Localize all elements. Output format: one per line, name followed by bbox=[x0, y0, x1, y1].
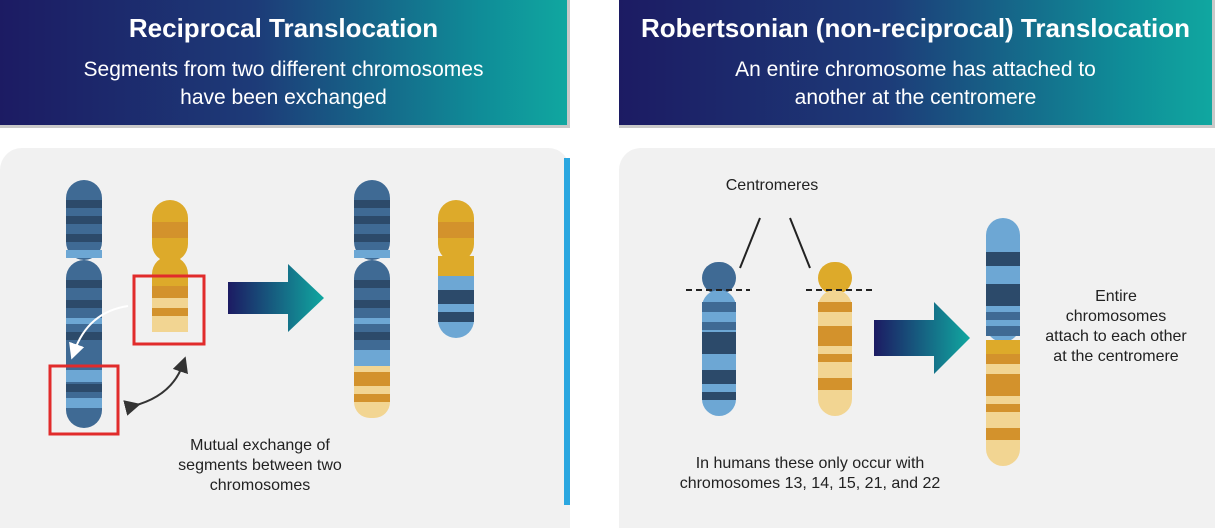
blue-chromosome-original bbox=[66, 180, 102, 428]
gold-segment-highlight bbox=[132, 274, 206, 346]
reciprocal-caption: Mutual exchange of segments between two … bbox=[178, 437, 342, 494]
blue-acrocentric-chromosome bbox=[702, 262, 736, 416]
centromeres-label: Centromeres bbox=[725, 177, 819, 194]
reciprocal-title: Reciprocal Translocation bbox=[128, 13, 439, 43]
panel-accent-bar bbox=[564, 158, 570, 505]
robertsonian-title: Robertsonian (non-reciprocal) Translocat… bbox=[641, 13, 1190, 43]
fusion-description: Entire chromosomes attach to each other … bbox=[1045, 288, 1187, 365]
centromere-pointer-line bbox=[789, 217, 811, 269]
gold-chromosome-translocated bbox=[438, 200, 474, 338]
robertsonian-subtitle: An entire chromosome has attached to ano… bbox=[735, 58, 1096, 109]
blue-chromosome-translocated bbox=[354, 180, 390, 418]
result-arrow-left-icon bbox=[228, 264, 324, 332]
exchange-arrow-up-icon bbox=[69, 305, 129, 360]
translocation-diagram bbox=[48, 180, 1020, 466]
robertsonian-header: Robertsonian (non-reciprocal) Translocat… bbox=[619, 0, 1215, 128]
fused-chromosome bbox=[986, 218, 1020, 466]
gold-acrocentric-chromosome bbox=[818, 262, 852, 416]
reciprocal-subtitle: Segments from two different chromosomes … bbox=[83, 58, 484, 109]
gold-chromosome-original bbox=[152, 200, 188, 332]
reciprocal-header: Reciprocal Translocation Segments from t… bbox=[0, 0, 570, 128]
robertsonian-footnote: In humans these only occur with chromoso… bbox=[679, 455, 941, 492]
result-arrow-right-icon bbox=[874, 302, 970, 374]
blue-segment-highlight bbox=[48, 364, 120, 436]
centromere-pointer-line bbox=[739, 217, 761, 269]
exchange-arrow-down-icon bbox=[123, 356, 188, 416]
